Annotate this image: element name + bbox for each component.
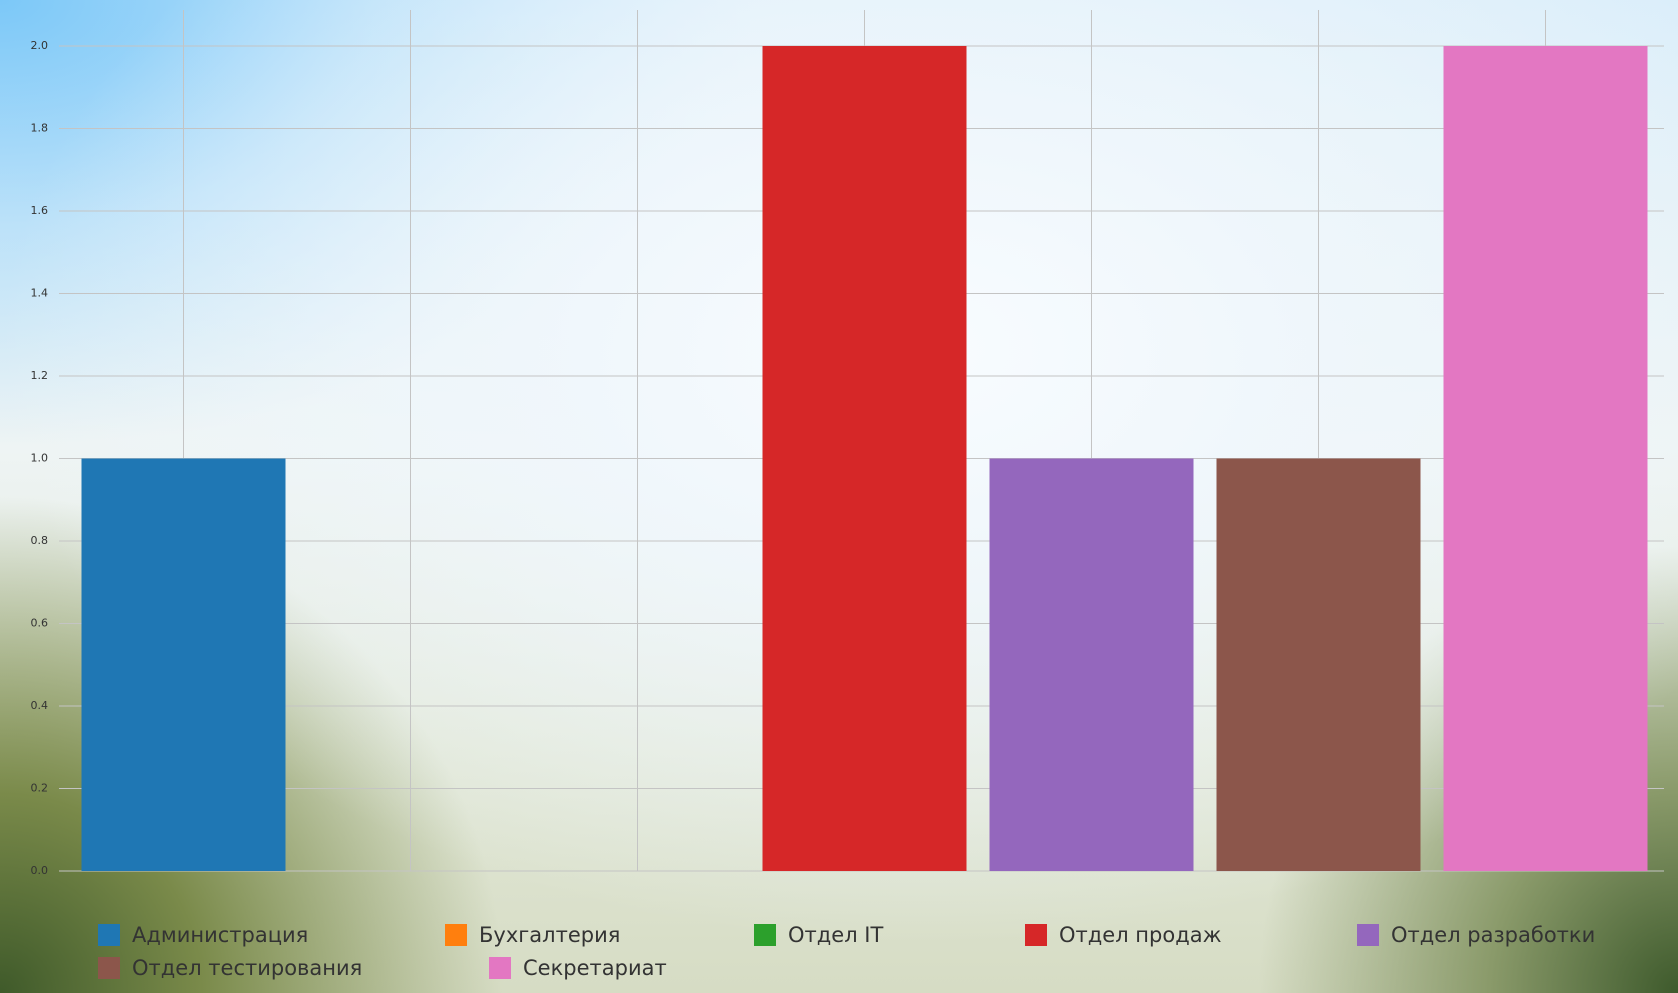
legend-swatch — [98, 924, 120, 946]
y-tick-label: 1.2 — [31, 369, 49, 382]
legend-label: Отдел тестирования — [132, 956, 362, 980]
y-tick-label: 0.4 — [31, 699, 49, 712]
bar — [81, 458, 286, 871]
legend-label: Секретариат — [523, 956, 667, 980]
y-tick-label: 0.6 — [31, 617, 49, 630]
legend-label: Администрация — [132, 923, 308, 947]
y-tick-label: 1.4 — [31, 287, 49, 300]
bar — [762, 46, 967, 871]
y-tick-label: 0.0 — [31, 864, 49, 877]
legend-swatch — [1357, 924, 1379, 946]
legend-label: Бухгалтерия — [479, 923, 620, 947]
bar — [989, 458, 1194, 871]
legend-swatch — [1025, 924, 1047, 946]
y-tick-label: 1.6 — [31, 204, 49, 217]
legend-label: Отдел IT — [788, 923, 883, 947]
bar — [1443, 46, 1648, 871]
y-tick-label: 2.0 — [31, 39, 49, 52]
bar — [1216, 458, 1421, 871]
legend-swatch — [489, 957, 511, 979]
y-tick-label: 0.8 — [31, 534, 49, 547]
y-tick-label: 1.0 — [31, 452, 49, 465]
legend-swatch — [98, 957, 120, 979]
legend-label: Отдел разработки — [1391, 923, 1595, 947]
legend-swatch — [754, 924, 776, 946]
y-tick-label: 0.2 — [31, 782, 49, 795]
y-tick-label: 1.8 — [31, 122, 49, 135]
legend-swatch — [445, 924, 467, 946]
legend-label: Отдел продаж — [1059, 923, 1222, 947]
